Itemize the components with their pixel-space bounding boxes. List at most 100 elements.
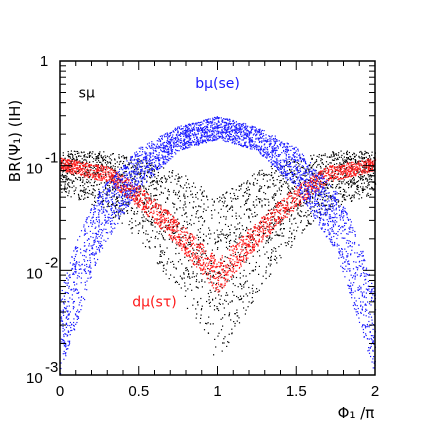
data-point	[340, 181, 343, 183]
data-point	[63, 302, 65, 304]
data-point	[207, 292, 209, 295]
data-point	[92, 185, 94, 187]
data-point	[84, 175, 86, 177]
data-point	[291, 241, 293, 243]
data-point	[188, 235, 190, 237]
data-point	[294, 197, 296, 199]
data-point	[119, 215, 121, 217]
data-point	[235, 245, 237, 248]
data-point	[307, 210, 309, 212]
data-point	[185, 212, 187, 214]
data-point	[259, 226, 261, 228]
data-point	[147, 202, 149, 204]
data-point	[133, 213, 135, 215]
data-point	[71, 160, 73, 162]
data-point	[117, 182, 119, 184]
data-point	[89, 259, 91, 261]
data-point	[94, 190, 96, 192]
data-point	[185, 212, 187, 214]
data-point	[334, 157, 336, 160]
data-point	[131, 163, 133, 165]
data-point	[338, 186, 341, 188]
data-point	[169, 236, 171, 238]
data-point	[158, 221, 160, 224]
data-point	[334, 172, 336, 175]
data-point	[354, 183, 356, 185]
data-point	[331, 159, 334, 161]
data-point	[360, 175, 362, 177]
data-point	[183, 272, 185, 274]
data-point	[293, 193, 295, 195]
data-point	[192, 247, 194, 249]
data-point	[152, 183, 154, 186]
data-point	[239, 259, 241, 262]
data-point	[230, 276, 232, 278]
data-point	[168, 226, 170, 228]
data-point	[94, 159, 97, 161]
data-point	[143, 178, 145, 180]
data-point	[134, 201, 136, 203]
data-point	[233, 240, 235, 242]
data-point	[212, 265, 214, 267]
data-point	[224, 314, 226, 316]
data-point	[116, 204, 118, 206]
data-point	[350, 170, 352, 172]
data-point	[117, 196, 119, 198]
data-point	[312, 164, 315, 166]
data-point	[210, 291, 212, 293]
data-point	[146, 197, 148, 199]
data-point	[186, 221, 188, 223]
data-point	[97, 194, 99, 196]
data-point	[284, 210, 286, 212]
data-point	[368, 166, 370, 168]
data-point	[227, 303, 229, 305]
data-point	[178, 192, 180, 194]
data-point	[371, 161, 373, 163]
data-point	[278, 217, 280, 219]
data-point	[185, 246, 187, 248]
data-point	[77, 161, 79, 163]
data-point	[370, 162, 372, 164]
data-point	[166, 197, 169, 199]
data-point	[84, 164, 86, 166]
data-point	[172, 238, 174, 241]
data-point	[212, 270, 214, 272]
data-point	[233, 248, 235, 250]
data-point	[91, 177, 93, 179]
data-point	[114, 163, 116, 165]
data-point	[362, 166, 364, 168]
data-point	[89, 164, 91, 166]
data-point	[252, 249, 254, 251]
data-point	[271, 252, 273, 254]
data-point	[312, 193, 315, 195]
data-point	[83, 191, 85, 193]
data-point	[177, 236, 179, 239]
data-point	[155, 205, 157, 207]
data-point	[280, 213, 282, 215]
data-point	[75, 178, 77, 180]
data-point	[144, 246, 147, 248]
data-point	[371, 291, 373, 293]
data-point	[225, 241, 227, 243]
data-point	[321, 158, 323, 161]
data-point	[252, 216, 254, 218]
data-point	[69, 156, 71, 158]
data-point	[107, 194, 109, 196]
data-point	[94, 200, 96, 202]
data-point	[359, 164, 361, 167]
data-point	[149, 168, 151, 170]
data-point	[65, 188, 67, 190]
data-point	[263, 175, 265, 177]
data-point	[249, 208, 251, 210]
data-point	[101, 156, 103, 159]
data-point	[367, 183, 369, 185]
data-point	[255, 261, 257, 264]
data-point	[166, 212, 168, 214]
data-point	[287, 207, 289, 209]
data-point	[275, 205, 277, 207]
data-point	[305, 181, 307, 183]
data-point	[105, 167, 107, 169]
data-point	[332, 174, 334, 176]
data-point	[352, 169, 354, 171]
